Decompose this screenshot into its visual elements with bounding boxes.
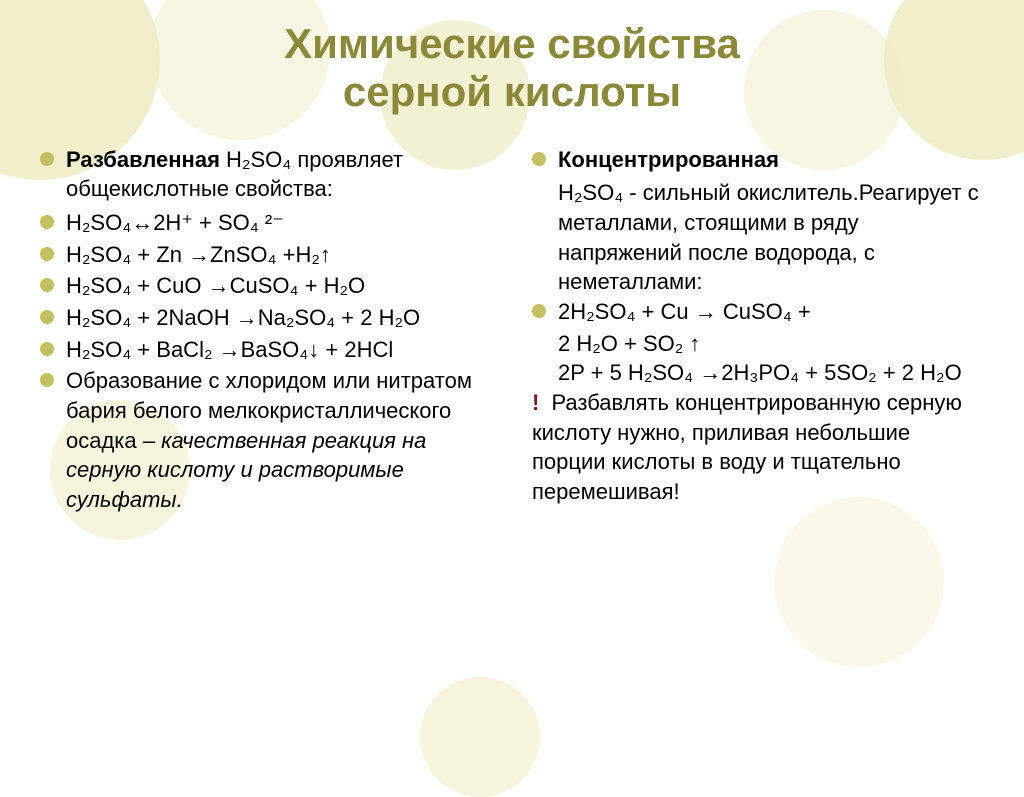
list-item: 2H₂SO₄ + Cu → CuSO₄ + [532, 297, 984, 327]
list-item: H₂SO₄ + BaCl₂ →BaSO₄↓ + 2HCl [40, 335, 492, 365]
bullet-icon [40, 215, 54, 229]
warn-text: Разбавлять концентрированную серную кисл… [532, 390, 962, 504]
right-column: Концентрированная H₂SO₄ - сильный окисли… [532, 145, 984, 517]
eq-text: H₂SO₄ + 2NaOH →Na₂SO₄ + 2 H₂O [66, 303, 420, 333]
eq-text: H₂SO₄ + Zn →ZnSO₄ +H₂↑ [66, 240, 331, 270]
left-heading-bold: Разбавленная [66, 147, 220, 172]
bullet-icon [40, 342, 54, 356]
right-heading-bold: Концентрированная [558, 147, 779, 172]
eq-text: 2P + 5 H₂SO₄ →2H₃PO₄ + 5SO₂ + 2 H₂O [532, 358, 984, 388]
slide-content: Химические свойства серной кислоты Разба… [0, 0, 1024, 767]
warn-mark: ! [532, 390, 539, 415]
bullet-icon [532, 304, 546, 318]
list-item: H₂SO₄ + 2NaOH →Na₂SO₄ + 2 H₂O [40, 303, 492, 333]
bullet-icon [40, 247, 54, 261]
eq-text: 2H₂SO₄ + Cu → CuSO₄ + [558, 297, 811, 327]
warning-line: ! Разбавлять концентрированную серную ки… [532, 388, 984, 507]
eq-text: H₂SO₄↔2H⁺ + SO₄ ²⁻ [66, 208, 284, 238]
bullet-icon [532, 152, 546, 166]
left-list: H₂SO₄↔2H⁺ + SO₄ ²⁻ H₂SO₄ + Zn →ZnSO₄ +H₂… [40, 208, 492, 515]
eq-text: H₂SO₄ + BaCl₂ →BaSO₄↓ + 2HCl [66, 335, 393, 365]
eq-text: H₂SO₄ + CuO →CuSO₄ + H₂O [66, 271, 365, 301]
bullet-icon [40, 152, 54, 166]
list-item: Образование с хлоридом или нитратом бари… [40, 366, 492, 514]
bullet-icon [40, 278, 54, 292]
columns: Разбавленная H₂SO₄ проявляет общекислотн… [40, 145, 984, 517]
title-line-1: Химические свойства [284, 20, 740, 67]
bullet-icon [40, 373, 54, 387]
bullet-icon [40, 310, 54, 324]
eq-cont: 2 H₂O + SO₂ ↑ [532, 329, 984, 359]
left-column: Разбавленная H₂SO₄ проявляет общекислотн… [40, 145, 492, 517]
list-item: H₂SO₄↔2H⁺ + SO₄ ²⁻ [40, 208, 492, 238]
left-tail: Образование с хлоридом или нитратом бари… [66, 366, 492, 514]
slide-title: Химические свойства серной кислоты [40, 20, 984, 117]
right-heading-rest: H₂SO₄ - сильный окислитель.Реагирует с м… [532, 178, 984, 297]
title-line-2: серной кислоты [343, 68, 681, 115]
left-heading: Разбавленная H₂SO₄ проявляет общекислотн… [40, 145, 492, 204]
right-list: 2H₂SO₄ + Cu → CuSO₄ + [532, 297, 984, 327]
list-item: H₂SO₄ + Zn →ZnSO₄ +H₂↑ [40, 240, 492, 270]
list-item: H₂SO₄ + CuO →CuSO₄ + H₂O [40, 271, 492, 301]
right-heading: Концентрированная [532, 145, 984, 175]
